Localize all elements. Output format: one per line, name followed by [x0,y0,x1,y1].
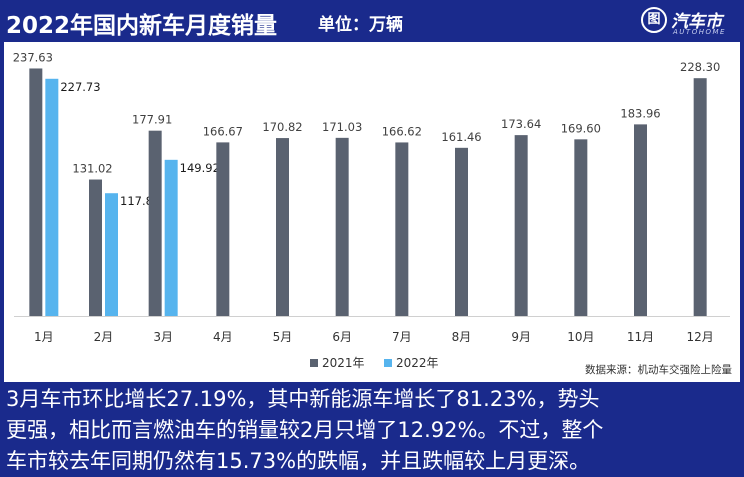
x-tick-label: 5月 [273,330,293,344]
legend-label-1: 2021年 [322,356,365,370]
data-label-2021: 228.30 [680,60,720,74]
bar-2021 [276,138,289,316]
x-tick-label: 7月 [392,330,412,344]
data-label-2021: 166.62 [382,124,422,138]
data-label-2021: 131.02 [72,162,112,176]
chart-panel: 237.63 227.73 1月 131.02 117.87 2月 177.91 149.92… [4,42,740,382]
caption-line-3: 车市较去年同期仍然有15.73%的跌幅，并且跌幅较上月更深。 [6,449,591,473]
data-label-2021: 183.96 [620,106,660,120]
bar-2021 [574,139,588,316]
bar-2021 [634,124,647,316]
bar-2022 [45,78,59,316]
data-label-2021: 171.03 [322,120,362,134]
bar-2022 [105,193,118,316]
data-label-2021: 170.82 [262,120,302,134]
x-tick-label: 4月 [213,330,233,344]
x-tick-label: 9月 [511,330,531,344]
x-tick-label: 1月 [34,330,54,344]
bar-2021 [693,78,707,316]
data-label-2021: 177.91 [132,113,172,127]
bar-2021 [89,179,102,316]
bar-2022 [164,159,178,316]
x-tick-label: 6月 [332,330,352,344]
brand-logo: 图 汽车市 AUTOHOME [641,6,737,38]
x-tick-label: 2月 [94,330,114,344]
data-label-2022: 227.73 [60,80,100,94]
data-label-2021: 161.46 [441,130,481,144]
legend-label-2: 2022年 [396,356,439,370]
bar-2021 [514,135,528,316]
logo-subtext: AUTOHOME [673,28,726,36]
bar-2021 [335,137,349,316]
bar-2021 [395,142,409,316]
x-tick-label: 10月 [567,330,594,344]
data-label-2021: 237.63 [13,50,53,64]
caption-text: 3月车市环比增长27.19%，其中新能源车增长了81.23%，势头 更强，相比而… [6,384,742,477]
chart-title: 2022年国内新车月度销量 [6,13,278,39]
x-tick-label: 11月 [627,330,654,344]
data-label-2021: 173.64 [501,117,541,131]
bar-2021 [29,68,43,316]
x-tick-label: 8月 [452,330,472,344]
bar-2021 [216,142,230,316]
header-bar: 2022年国内新车月度销量 单位：万辆 图 汽车市 AUTOHOME [0,0,744,42]
logo-mark-icon: 图 [641,7,667,33]
data-label-2021: 169.60 [561,121,601,135]
caption-line-2: 更强，相比而言燃油车的销量较2月只增了12.92%。不过，整个 [6,418,604,442]
bar-2021 [455,147,468,316]
legend-swatch-1 [310,359,318,367]
legend-swatch-2 [384,359,392,367]
x-tick-label: 3月 [153,330,173,344]
x-tick-label: 12月 [687,330,714,344]
bar-2021 [148,130,162,316]
unit-label: 单位：万辆 [318,15,403,35]
logo-text: 汽车市 [671,12,722,32]
source-note: 数据来源：机动车交强险上险量 [585,363,732,376]
data-label-2022: 149.92 [180,161,220,175]
caption-line-1: 3月车市环比增长27.19%，其中新能源车增长了81.23%，势头 [6,387,600,411]
data-label-2021: 166.67 [203,124,243,138]
bar-chart: 237.63227.731月131.02117.872月177.91149.92… [13,50,733,376]
